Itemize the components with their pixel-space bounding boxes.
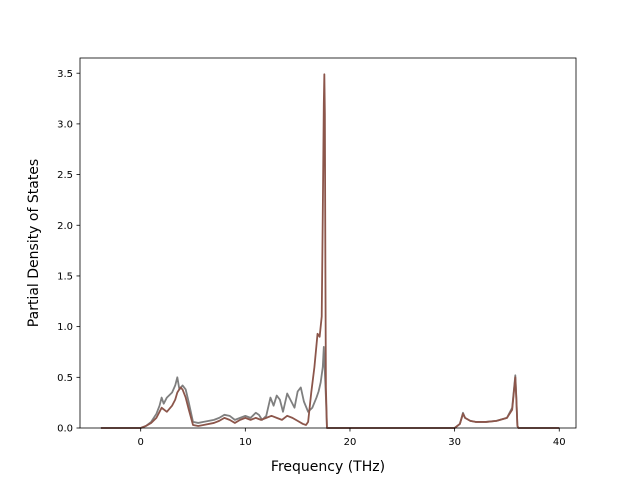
y-tick-label: 1.0 <box>57 322 73 333</box>
y-tick-label: 1.5 <box>57 272 73 283</box>
x-tick-label: 0 <box>138 437 144 448</box>
y-tick-label: 2.5 <box>57 170 73 181</box>
y-tick-label: 2.0 <box>57 221 73 232</box>
plot-frame <box>79 57 577 429</box>
series-layer <box>100 73 560 429</box>
x-axis-label: Frequency (THz) <box>271 459 385 475</box>
x-tick-label: 40 <box>553 437 566 448</box>
y-axis-label: Partial Density of States <box>26 159 42 327</box>
y-tick-label: 3.5 <box>57 69 73 80</box>
y-tick-label: 0.5 <box>57 373 73 384</box>
x-tick-label: 30 <box>448 437 461 448</box>
y-ticks: 0.0 0.5 1.0 1.5 2.0 2.5 3.0 3.5 <box>57 69 80 435</box>
x-ticks: 0 10 20 30 40 <box>138 428 566 448</box>
y-tick-label: 0.0 <box>57 424 73 435</box>
y-tick-label: 3.0 <box>57 119 73 130</box>
series-line-2 <box>100 73 560 429</box>
x-tick-label: 10 <box>239 437 252 448</box>
x-tick-label: 20 <box>344 437 357 448</box>
